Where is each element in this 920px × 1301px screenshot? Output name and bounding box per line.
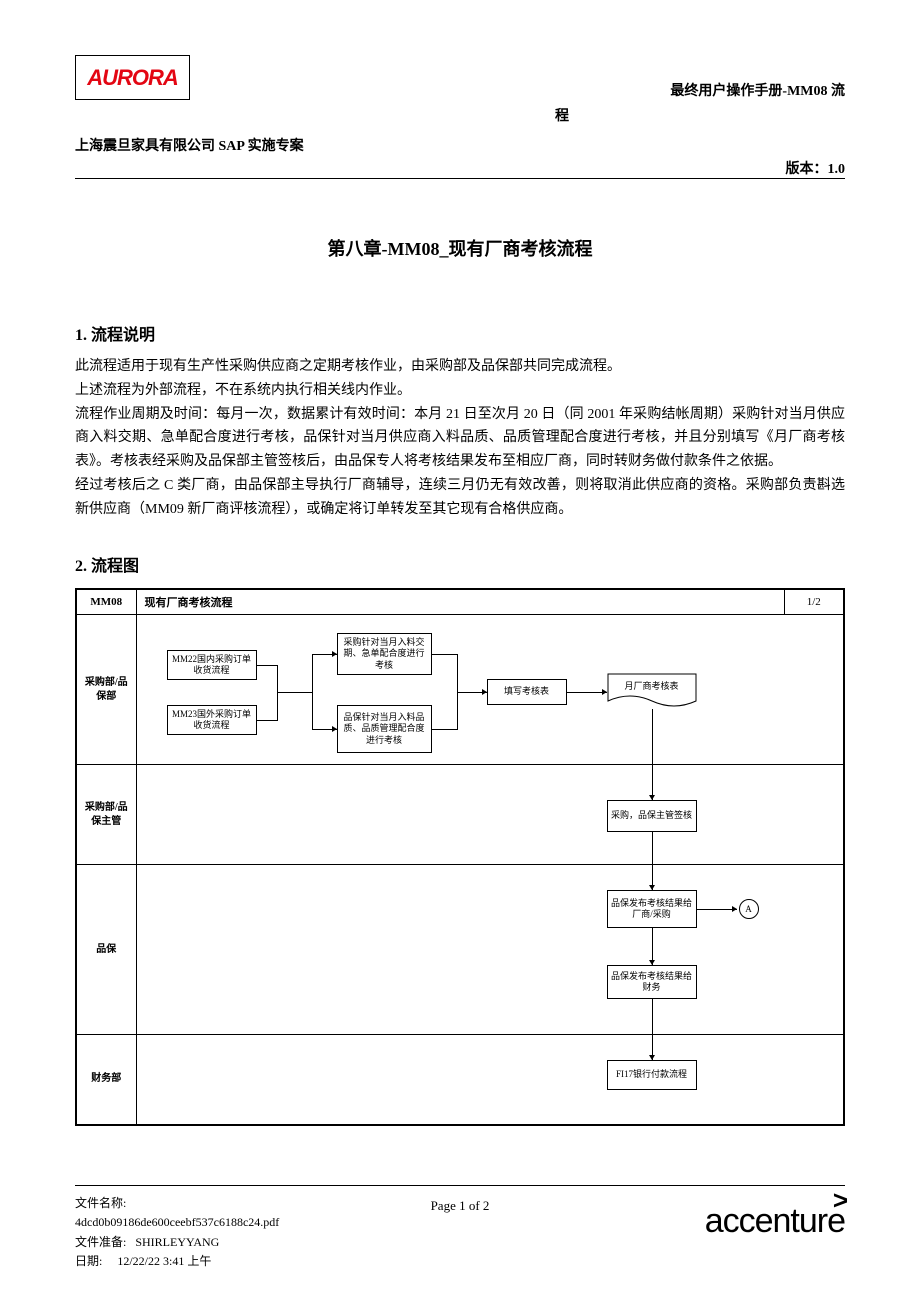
aurora-logo: AURORA — [75, 55, 190, 100]
lane3-body: 品保发布考核结果给厂商/采购 A 品保发布考核结果给财务 — [136, 865, 844, 1035]
node-mm23: MM23国外采购订单收货流程 — [167, 705, 257, 735]
section1-heading: 1. 流程说明 — [75, 321, 845, 345]
flowchart-title-row: MM08 现有厂商考核流程 1/2 — [76, 589, 844, 615]
lane4-row: 财务部 FI17银行付款流程 — [76, 1035, 844, 1125]
document-page: AURORA 最终用户操作手册-MM08 流 程 上海震旦家具有限公司 SAP … — [0, 0, 920, 1301]
footer-page: Page 1 of 2 — [332, 1194, 589, 1217]
page-header: AURORA 最终用户操作手册-MM08 流 程 上海震旦家具有限公司 SAP … — [75, 40, 845, 175]
node-mm22: MM22国内采购订单收货流程 — [167, 650, 257, 680]
node-tianxie: 填写考核表 — [487, 679, 567, 705]
node-pinbao-kaohe: 品保针对当月入料品质、品质管理配合度进行考核 — [337, 705, 432, 753]
lane4-label: 财务部 — [76, 1035, 136, 1125]
node-fi17: FI17银行付款流程 — [607, 1060, 697, 1090]
lane3-label: 品保 — [76, 865, 136, 1035]
node-fabu2: 品保发布考核结果给财务 — [607, 965, 697, 999]
date-value: 12/22/22 3:41 上午 — [117, 1254, 211, 1268]
lane1-label: 采购部/品保部 — [76, 615, 136, 765]
prep-value: SHIRLEYYANG — [135, 1235, 219, 1249]
footer-left: 文件名称: 4dcd0b09186de600ceebf537c6188c24.p… — [75, 1194, 332, 1271]
logo-text: AURORA — [87, 65, 178, 91]
section1-p4: 经过考核后之 C 类厂商，由品保部主导执行厂商辅导，连续三月仍无有效改善，则将取… — [75, 474, 845, 522]
date-label: 日期: — [75, 1254, 102, 1268]
file-label: 文件名称: — [75, 1196, 126, 1210]
section1-p2: 上述流程为外部流程，不在系统内执行相关线内作业。 — [75, 379, 845, 403]
page-footer: 文件名称: 4dcd0b09186de600ceebf537c6188c24.p… — [75, 1185, 845, 1271]
section1-p3: 流程作业周期及时间：每月一次，数据累计有效时间：本月 21 日至次月 20 日（… — [75, 403, 845, 474]
node-fabu1: 品保发布考核结果给厂商/采购 — [607, 890, 697, 928]
footer-grid: 文件名称: 4dcd0b09186de600ceebf537c6188c24.p… — [75, 1194, 845, 1271]
node-qianhui: 采购，品保主管签核 — [607, 800, 697, 832]
node-caigou-kaohe: 采购针对当月入料交期、急单配合度进行考核 — [337, 633, 432, 675]
flowchart-table: MM08 现有厂商考核流程 1/2 采购部/品保部 MM22国内采购订单收货流程… — [75, 588, 845, 1126]
lane1-body: MM22国内采购订单收货流程 MM23国外采购订单收货流程 采购针对当月入料交期… — [136, 615, 844, 765]
accenture-logo: > accenture — [705, 1194, 845, 1248]
doc-title-line1: 最终用户操作手册-MM08 流 — [670, 80, 845, 100]
section1-p1: 此流程适用于现有生产性采购供应商之定期考核作业，由采购部及品保部共同完成流程。 — [75, 355, 845, 379]
node-doc-label: 月厂商考核表 — [607, 673, 697, 692]
node-doc: 月厂商考核表 — [607, 673, 697, 709]
footer-right: > accenture — [588, 1194, 845, 1248]
lane4-body: FI17银行付款流程 — [136, 1035, 844, 1125]
company-line: 上海震旦家具有限公司 SAP 实施专案 — [75, 135, 304, 155]
chapter-title: 第八章-MM08_现有厂商考核流程 — [75, 235, 845, 261]
accenture-text: accenture — [705, 1202, 845, 1240]
flowchart-page: 1/2 — [784, 589, 844, 615]
section2-heading: 2. 流程图 — [75, 552, 845, 576]
prep-label: 文件准备: — [75, 1235, 126, 1249]
header-rule — [75, 178, 845, 179]
lane3-row: 品保 品保发布考核结果给厂商/采购 A 品保发布考核结果给财务 — [76, 865, 844, 1035]
file-name: 4dcd0b09186de600ceebf537c6188c24.pdf — [75, 1213, 332, 1232]
doc-title-line2: 程 — [555, 105, 569, 125]
lane1-row: 采购部/品保部 MM22国内采购订单收货流程 MM23国外采购订单收货流程 采购… — [76, 615, 844, 765]
accenture-arrow-icon: > — [833, 1180, 847, 1222]
version: 版本：1.0 — [786, 158, 846, 178]
lane2-body: 采购，品保主管签核 — [136, 765, 844, 865]
lane2-row: 采购部/品保主管 采购，品保主管签核 — [76, 765, 844, 865]
flowchart-code: MM08 — [76, 589, 136, 615]
flowchart-title: 现有厂商考核流程 — [136, 589, 784, 615]
connector-a: A — [739, 899, 759, 919]
lane2-label: 采购部/品保主管 — [76, 765, 136, 865]
